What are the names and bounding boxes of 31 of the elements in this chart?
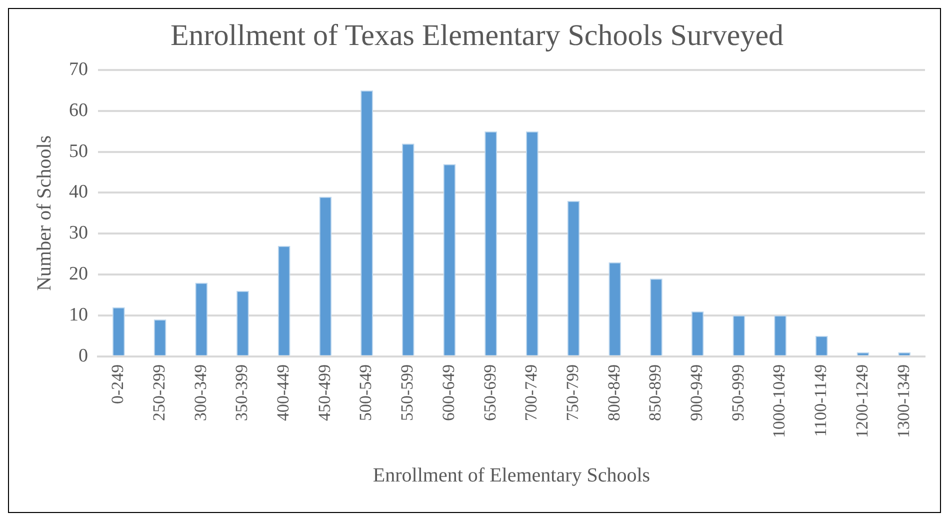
y-tick-label: 50 xyxy=(69,140,88,162)
x-tick-label: 350-399 xyxy=(232,364,252,422)
x-tick-label: 850-899 xyxy=(646,364,665,422)
x-tick-label: 800-849 xyxy=(604,364,624,422)
x-tick-label: 1200-1249 xyxy=(852,364,872,438)
chart-title: Enrollment of Texas Elementary Schools Surveyed xyxy=(170,18,784,52)
x-tick-label: 550-599 xyxy=(398,364,417,422)
x-tick-label: 1100-1149 xyxy=(811,364,830,437)
x-tick-label: 650-699 xyxy=(480,364,500,422)
y-tick-label: 0 xyxy=(78,345,88,366)
x-tick-label: 600-649 xyxy=(438,364,458,422)
x-tick-label: 250-299 xyxy=(149,364,168,422)
x-tick-label: 750-799 xyxy=(562,364,582,422)
y-tick-label: 30 xyxy=(69,222,88,244)
x-tick-label: 900-949 xyxy=(687,364,706,422)
x-tick-label: 1000-1049 xyxy=(770,364,789,438)
y-tick-label: 10 xyxy=(69,304,88,326)
y-tick-label: 60 xyxy=(69,100,88,121)
x-tick-label: 0-249 xyxy=(108,364,128,404)
y-axis-title: Number of Schools xyxy=(33,135,56,291)
x-tick-label: 300-349 xyxy=(190,364,210,422)
x-tick-label: 700-749 xyxy=(522,364,541,422)
y-tick-label: 70 xyxy=(69,58,88,80)
x-tick-label: 950-999 xyxy=(728,364,748,422)
x-tick-label: 1300-1349 xyxy=(894,364,913,438)
x-tick-label: 400-449 xyxy=(274,364,293,422)
y-tick-label: 40 xyxy=(69,182,88,203)
x-tick-label: 500-549 xyxy=(356,364,376,422)
x-tick-label: 450-499 xyxy=(314,364,334,422)
x-axis-title: Enrollment of Elementary Schools xyxy=(372,464,650,486)
y-tick-label: 20 xyxy=(69,264,88,285)
